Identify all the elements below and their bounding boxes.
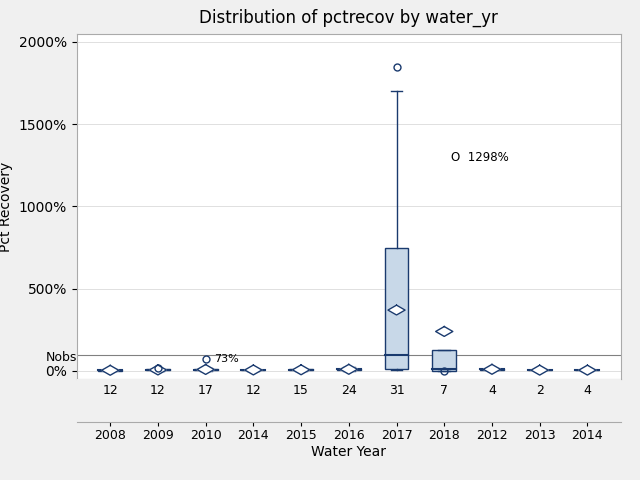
Text: Nobs: Nobs	[45, 351, 77, 364]
Text: 12: 12	[246, 384, 261, 396]
Polygon shape	[149, 365, 166, 375]
Text: O  1298%: O 1298%	[451, 151, 509, 164]
Polygon shape	[483, 364, 500, 374]
X-axis label: Water Year: Water Year	[311, 445, 387, 459]
Polygon shape	[531, 365, 548, 375]
Bar	[241, 370, 266, 371]
Text: 17: 17	[198, 384, 214, 396]
Bar	[575, 370, 599, 371]
Polygon shape	[197, 364, 214, 374]
Polygon shape	[102, 365, 119, 375]
Polygon shape	[292, 365, 310, 375]
Title: Distribution of pctrecov by water_yr: Distribution of pctrecov by water_yr	[200, 9, 498, 27]
Text: 4: 4	[488, 384, 496, 396]
Text: 15: 15	[293, 384, 309, 396]
Text: 7: 7	[440, 384, 448, 396]
Bar	[432, 349, 456, 371]
Polygon shape	[579, 365, 596, 375]
Bar	[99, 370, 122, 371]
Text: 2: 2	[536, 384, 543, 396]
Text: 24: 24	[341, 384, 356, 396]
Bar	[480, 369, 504, 370]
Text: 31: 31	[388, 384, 404, 396]
Polygon shape	[436, 326, 453, 336]
Bar	[146, 370, 170, 371]
Y-axis label: Pct Recovery: Pct Recovery	[0, 161, 13, 252]
Text: 12: 12	[102, 384, 118, 396]
Polygon shape	[244, 365, 262, 375]
Text: 4: 4	[584, 384, 591, 396]
Polygon shape	[340, 364, 357, 374]
Bar	[385, 248, 408, 369]
Bar	[337, 369, 361, 370]
Text: 73%: 73%	[214, 354, 239, 364]
Bar	[289, 369, 313, 370]
Bar	[194, 369, 218, 370]
Polygon shape	[388, 305, 405, 315]
Text: 12: 12	[150, 384, 166, 396]
